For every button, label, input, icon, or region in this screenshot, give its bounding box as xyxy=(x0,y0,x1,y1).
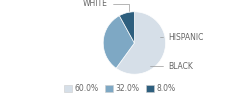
Wedge shape xyxy=(116,12,166,74)
Text: HISPANIC: HISPANIC xyxy=(160,33,204,42)
Legend: 60.0%, 32.0%, 8.0%: 60.0%, 32.0%, 8.0% xyxy=(61,81,179,96)
Text: WHITE: WHITE xyxy=(83,0,129,11)
Text: BLACK: BLACK xyxy=(150,62,193,71)
Wedge shape xyxy=(119,12,134,43)
Wedge shape xyxy=(103,16,134,68)
